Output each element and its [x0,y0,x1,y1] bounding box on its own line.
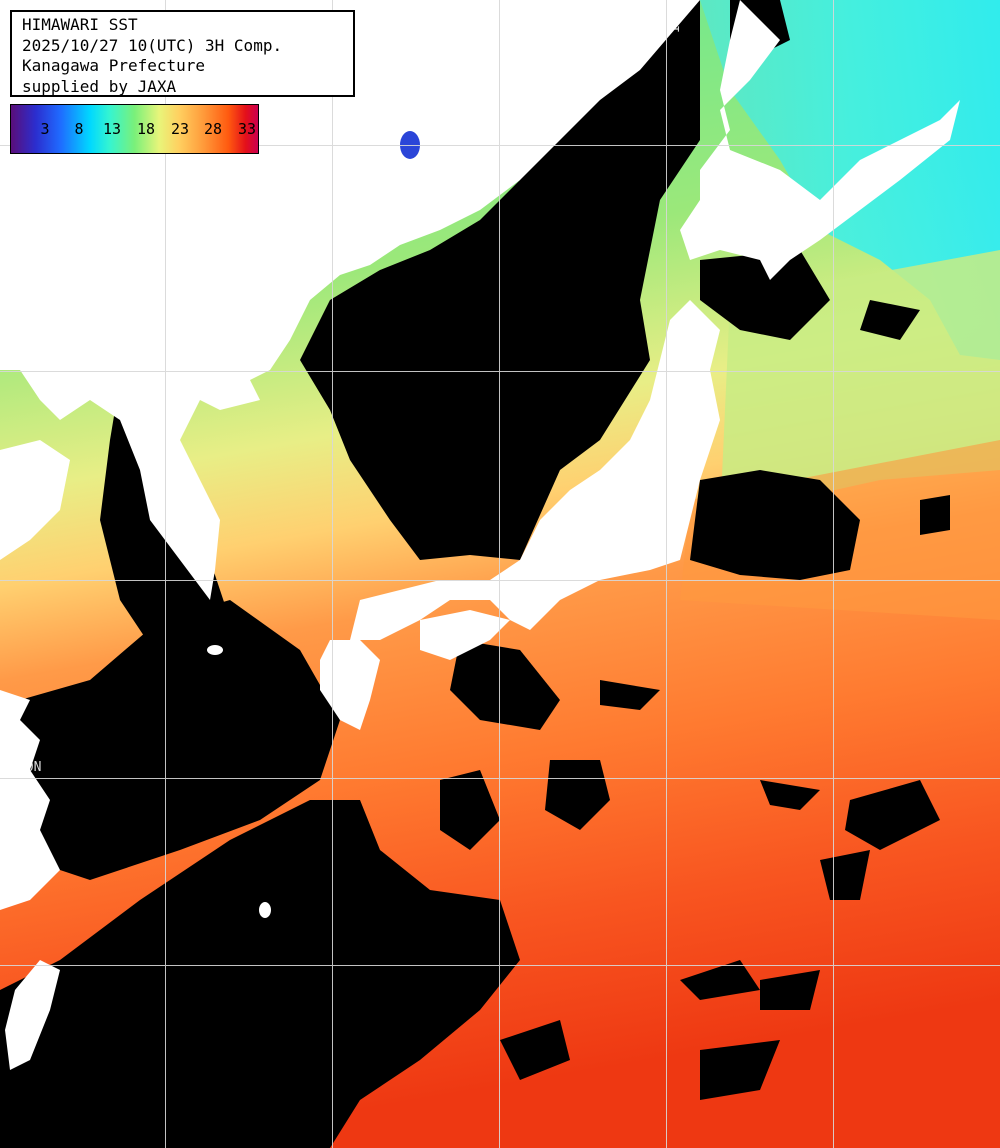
title-box: HIMAWARI SST 2025/10/27 10(UTC) 3H Comp.… [10,10,355,97]
land-kyushu [320,640,380,730]
colorbar-tick: 33 [237,120,257,138]
longitude-label-140e: 140E [668,2,683,34]
latitude-label-40n: 40N [18,352,42,367]
title-product: HIMAWARI SST [22,15,138,34]
land-china-coast [0,690,60,910]
land-taiwan [5,960,60,1070]
latitude-label-30n: 30N [18,760,42,775]
colorbar-tick: 18 [136,120,156,138]
title-source: supplied by JAXA [22,76,177,96]
land-korea-west [0,440,70,560]
cloud-masks [0,0,950,1148]
colorbar-tick: 8 [74,120,84,138]
sst-colorbar-legend: 3 8 13 18 23 28 33 [10,104,259,154]
colorbar-tick: 3 [40,120,50,138]
land-honshu [350,300,720,640]
colorbar-tick: 28 [203,120,223,138]
colorbar-tick: 23 [170,120,190,138]
title-datetime: 2025/10/27 10(UTC) 3H Comp. [22,35,283,55]
land-hokkaido [680,0,960,280]
title-region: Kanagawa Prefecture [22,56,206,75]
colorbar-tick: 13 [102,120,122,138]
land-shikoku [420,610,510,660]
